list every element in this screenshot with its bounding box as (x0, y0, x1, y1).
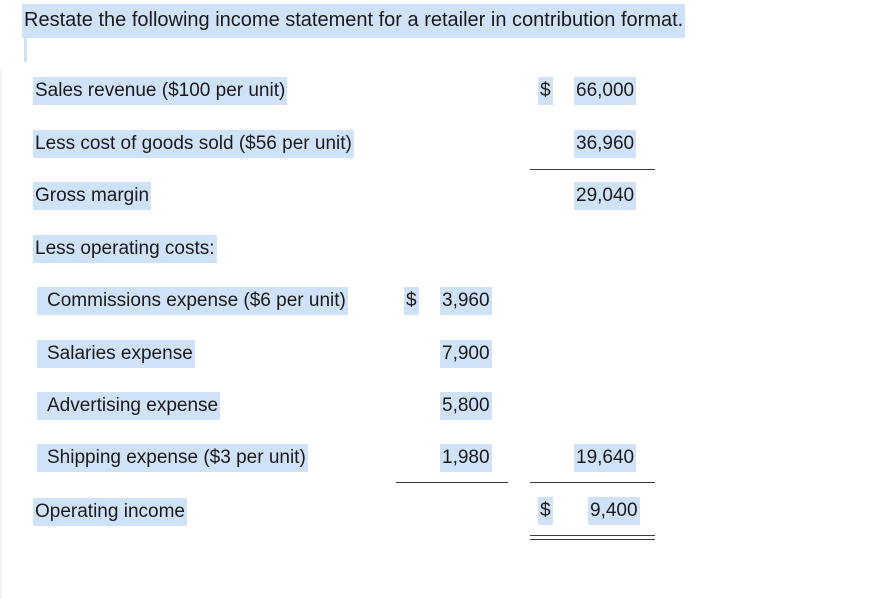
advertising-amount: 5,800 (440, 392, 492, 420)
operating-costs-total: 19,640 (574, 444, 637, 472)
sales-revenue-label: Sales revenue ($100 per unit) (33, 77, 288, 105)
cogs-label: Less cost of goods sold ($56 per unit) (33, 130, 354, 158)
salaries-label: Salaries expense (37, 340, 195, 368)
cogs-underline (530, 169, 655, 170)
total-costs-underline (530, 482, 655, 483)
left-margin-line (0, 70, 2, 599)
operating-income-label: Operating income (33, 498, 187, 526)
operating-income-amount: 9,400 (588, 497, 640, 525)
cogs-amount: 36,960 (574, 130, 637, 158)
commissions-dollar: $ (404, 287, 419, 315)
sales-revenue-dollar: $ (538, 77, 553, 105)
double-underline-bottom (530, 539, 655, 540)
gross-margin-amount: 29,040 (574, 182, 637, 210)
commissions-label: Commissions expense ($6 per unit) (37, 287, 348, 315)
operating-costs-heading: Less operating costs: (33, 235, 217, 263)
operating-income-dollar: $ (538, 497, 553, 525)
advertising-label: Advertising expense (37, 392, 221, 420)
gross-margin-label: Gross margin (33, 182, 152, 210)
question-title: Restate the following income statement f… (22, 4, 686, 38)
text-caret (24, 36, 27, 62)
double-underline-top (530, 535, 655, 536)
commissions-amount: 3,960 (440, 287, 492, 315)
shipping-label: Shipping expense ($3 per unit) (37, 444, 308, 472)
shipping-amount: 1,980 (440, 444, 492, 472)
sales-revenue-amount: 66,000 (574, 77, 637, 105)
salaries-amount: 7,900 (440, 340, 492, 368)
operating-costs-underline (396, 482, 508, 483)
